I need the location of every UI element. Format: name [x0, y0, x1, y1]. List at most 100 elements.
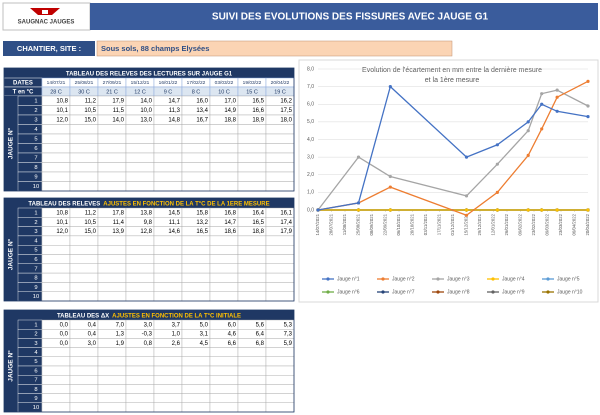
data-cell — [265, 254, 295, 265]
date: 03/03/22 — [215, 80, 234, 86]
cell-value: 10,1 — [56, 108, 68, 114]
data-cell — [209, 347, 239, 358]
date: 19/03/22 — [243, 80, 262, 86]
cell-value: 6,6 — [228, 341, 237, 347]
x-tick-label: 20/04/2022 — [585, 213, 590, 235]
data-cell — [265, 244, 295, 255]
row-label: 2 — [34, 332, 37, 338]
cell-value: 0,4 — [88, 322, 97, 328]
data-point — [464, 155, 469, 159]
cell-value: 12,8 — [140, 229, 152, 235]
data-cell — [97, 365, 127, 376]
row-label: 4 — [34, 350, 38, 356]
cell-value: 10,8 — [56, 99, 68, 105]
data-cell — [265, 272, 295, 283]
data-cell — [125, 162, 155, 173]
legend-marker — [381, 290, 385, 294]
y-tick-label: 0,0 — [307, 207, 314, 213]
cell-value: 12,0 — [56, 229, 68, 235]
data-cell — [153, 162, 183, 173]
data-cell — [41, 393, 71, 404]
chart-frame — [298, 59, 599, 303]
data-point — [586, 104, 590, 108]
cell-value: 16,2 — [280, 99, 292, 105]
row-label-cell — [17, 272, 43, 283]
cell-value: 1,9 — [116, 341, 125, 347]
x-tick-label: 12/01/2022 — [491, 213, 496, 235]
cell-value: 16,4 — [252, 211, 264, 217]
data-point — [388, 174, 392, 179]
cell-value: 6,8 — [256, 341, 265, 347]
data-cell — [41, 375, 71, 385]
logo-emblem-inner — [42, 10, 48, 14]
row-label: 8 — [34, 276, 37, 282]
cell-value: 14,0 — [140, 99, 152, 105]
cell-value: 1,3 — [116, 332, 125, 338]
cell-value: 11,2 — [85, 99, 97, 105]
cell-value: 15,8 — [196, 211, 208, 217]
data-cell — [237, 402, 267, 413]
data-cell — [41, 263, 71, 274]
data-cell — [209, 272, 239, 283]
data-cell — [41, 124, 71, 135]
row-label: 3 — [34, 229, 37, 235]
data-cell — [265, 347, 295, 358]
data-cell — [97, 254, 127, 265]
data-cell — [97, 272, 127, 283]
date: 20/04/22 — [271, 80, 290, 86]
legend-marker — [491, 277, 495, 281]
row-label: 4 — [34, 127, 38, 133]
cell-value: 13,8 — [140, 211, 152, 217]
row-label-cell — [17, 393, 43, 404]
data-cell — [237, 162, 267, 173]
data-point — [495, 208, 499, 212]
data-cell — [97, 133, 127, 144]
data-cell — [97, 384, 127, 394]
cell-value: 5,9 — [284, 341, 293, 347]
cell-value: 0,0 — [60, 332, 69, 338]
row-label: 6 — [34, 368, 37, 374]
data-cell — [97, 356, 127, 367]
data-cell — [181, 282, 211, 292]
data-point — [356, 208, 361, 212]
row-label-cell — [17, 329, 43, 339]
data-cell — [209, 356, 239, 367]
data-cell — [153, 402, 183, 413]
x-tick-label: 09/03/2022 — [545, 213, 550, 235]
data-point — [555, 95, 559, 99]
data-cell — [181, 152, 211, 163]
logo-box — [2, 2, 91, 31]
site-label: CHANTIER, SITE : — [17, 44, 81, 53]
cell-value: 10,5 — [84, 220, 96, 226]
cell-value: 0,0 — [60, 341, 69, 347]
cell-value: 10,8 — [56, 211, 68, 217]
data-cell — [181, 402, 211, 413]
data-point — [540, 127, 544, 131]
data-point — [555, 208, 559, 212]
temperature: 9 C — [164, 89, 173, 95]
data-cell — [125, 365, 155, 376]
cell-value: 16,5 — [252, 99, 264, 105]
data-cell — [125, 124, 155, 135]
table-title: TABLEAU DES RELEVES DES LECTURES SUR JAU… — [66, 71, 233, 77]
cell-value: 14,9 — [224, 108, 236, 114]
logo-text: SAUGNAC JAUGES — [18, 20, 75, 26]
data-cell — [209, 235, 239, 246]
data-cell — [209, 282, 239, 292]
data-cell — [265, 384, 295, 394]
data-cell — [41, 347, 71, 358]
data-cell — [69, 143, 99, 154]
legend-marker — [436, 290, 440, 294]
legend-label: Jauge n°6 — [337, 289, 360, 295]
cell-value: 17,8 — [112, 211, 124, 217]
cell-value: 4,6 — [228, 332, 237, 338]
data-cell — [41, 171, 71, 182]
row-label-cell — [17, 171, 43, 182]
data-cell — [265, 356, 295, 367]
row-label-cell — [17, 143, 43, 154]
data-cell — [153, 393, 183, 404]
data-cell — [181, 235, 211, 246]
data-cell — [125, 282, 155, 292]
data-cell — [153, 384, 183, 394]
data-cell — [125, 133, 155, 144]
